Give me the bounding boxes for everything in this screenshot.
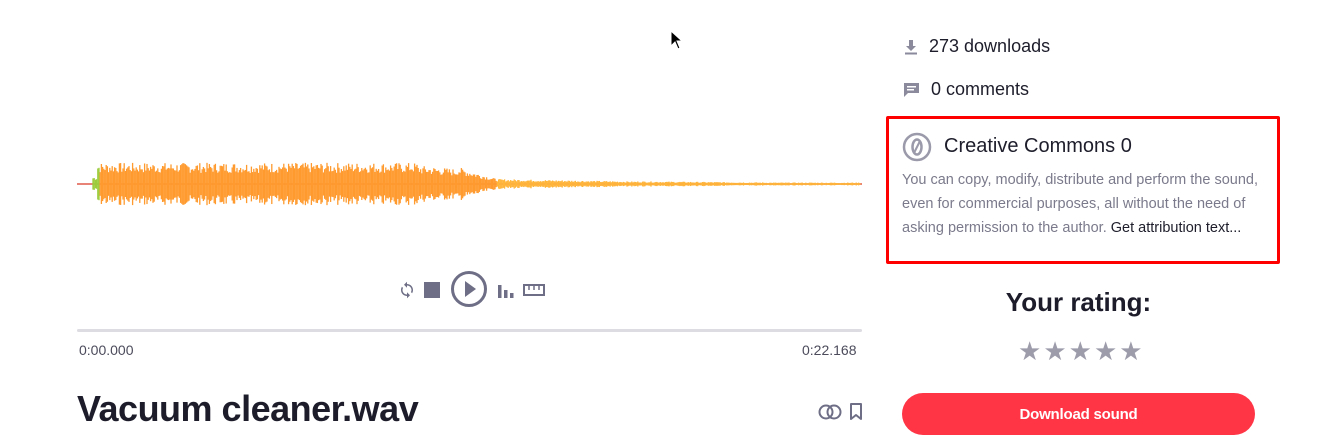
bookmark-icon — [850, 403, 862, 420]
duration-time: 0:22.168 — [802, 342, 857, 358]
cc-zero-icon — [902, 132, 932, 162]
spectrogram-icon — [498, 285, 514, 298]
comments-stat[interactable]: 0 comments — [903, 79, 1029, 100]
rating-star-5[interactable]: ★ — [1119, 336, 1143, 366]
bookmark-button[interactable] — [848, 402, 864, 422]
rating-star-3[interactable]: ★ — [1068, 336, 1092, 366]
waveform[interactable] — [77, 140, 862, 230]
license-highlight-box — [886, 116, 1280, 264]
waveform-bars — [92, 162, 861, 206]
play-button[interactable] — [450, 270, 488, 308]
attribution-link[interactable]: Get attribution text... — [1110, 220, 1242, 236]
license-description: You can copy, modify, distribute and per… — [902, 168, 1262, 240]
similar-sounds-icon — [818, 404, 842, 420]
loop-button[interactable] — [397, 280, 417, 300]
rating-title: Your rating: — [1005, 287, 1152, 317]
ruler-button[interactable] — [523, 281, 545, 299]
downloads-count: 273 downloads — [929, 36, 1051, 56]
rating-star-2[interactable]: ★ — [1043, 336, 1067, 366]
license-title: Creative Commons 0 — [944, 135, 1132, 157]
sound-title: Vacuum cleaner.wav — [77, 388, 419, 429]
comment-icon — [904, 82, 919, 97]
rating-stars: ★ ★ ★ ★ ★ — [1018, 336, 1143, 366]
play-icon — [451, 271, 487, 307]
mouse-cursor-icon — [670, 30, 684, 50]
ruler-icon — [523, 284, 545, 296]
stop-button[interactable] — [423, 281, 441, 299]
spectrogram-button[interactable] — [496, 280, 516, 300]
download-button[interactable]: Download sound — [902, 393, 1255, 435]
rating-star-1[interactable]: ★ — [1018, 336, 1042, 366]
progress-bar[interactable] — [77, 329, 862, 332]
stop-icon — [424, 282, 440, 298]
download-icon — [905, 39, 917, 54]
downloads-stat: 273 downloads — [903, 36, 1050, 57]
comments-count: 0 comments — [931, 79, 1030, 99]
license-description-text: You can copy, modify, distribute and per… — [902, 172, 1258, 236]
current-time: 0:00.000 — [79, 342, 134, 358]
rating-star-4[interactable]: ★ — [1093, 336, 1118, 366]
similar-sounds-button[interactable] — [818, 402, 842, 422]
loop-icon — [401, 281, 413, 299]
